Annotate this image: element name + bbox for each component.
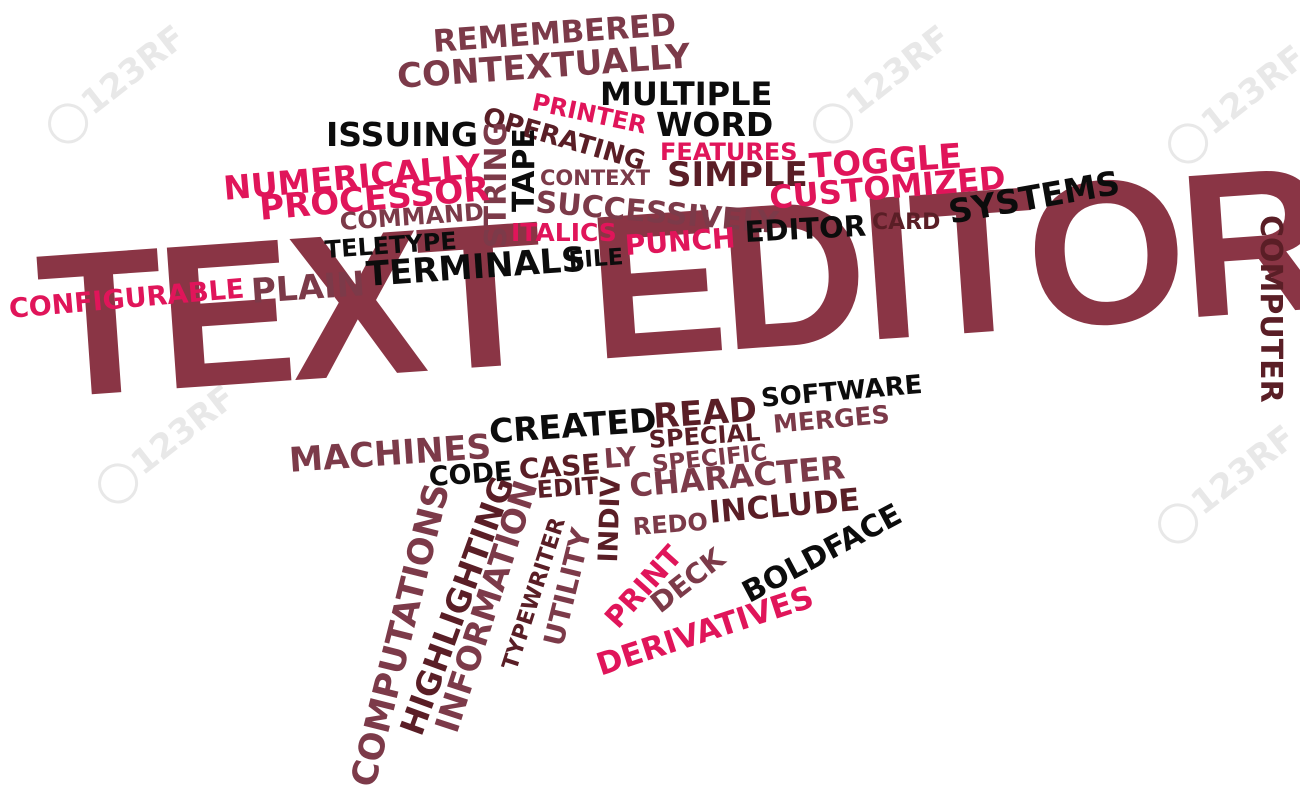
cloud-word-redo: REDO [631,507,709,541]
cloud-word-italics: ITALICS [511,218,617,247]
cloud-word-simple: SIMPLE [667,155,808,195]
cloud-word-features: FEATURES [660,138,798,166]
cloud-word-word: WORD [656,105,774,144]
cloud-word-multiple: MULTIPLE [600,75,773,113]
cloud-word-computer: COMPUTER [1253,215,1288,403]
watermark: 123RF [40,18,194,152]
watermark: 123RF [805,18,959,152]
cloud-word-plain: PLAIN [249,264,367,312]
cloud-word-editor: EDITOR [743,208,867,249]
cloud-word-indiv: INDIV [593,475,627,564]
cloud-word-punch: PUNCH [623,221,737,262]
cloud-word-card: CARD [872,210,941,235]
cloud-word-context: CONTEXT [540,166,651,190]
cloud-word-issuing: ISSUING [326,115,479,154]
cloud-word-edit: EDIT [535,471,600,504]
watermark: 123RF [1150,418,1300,552]
